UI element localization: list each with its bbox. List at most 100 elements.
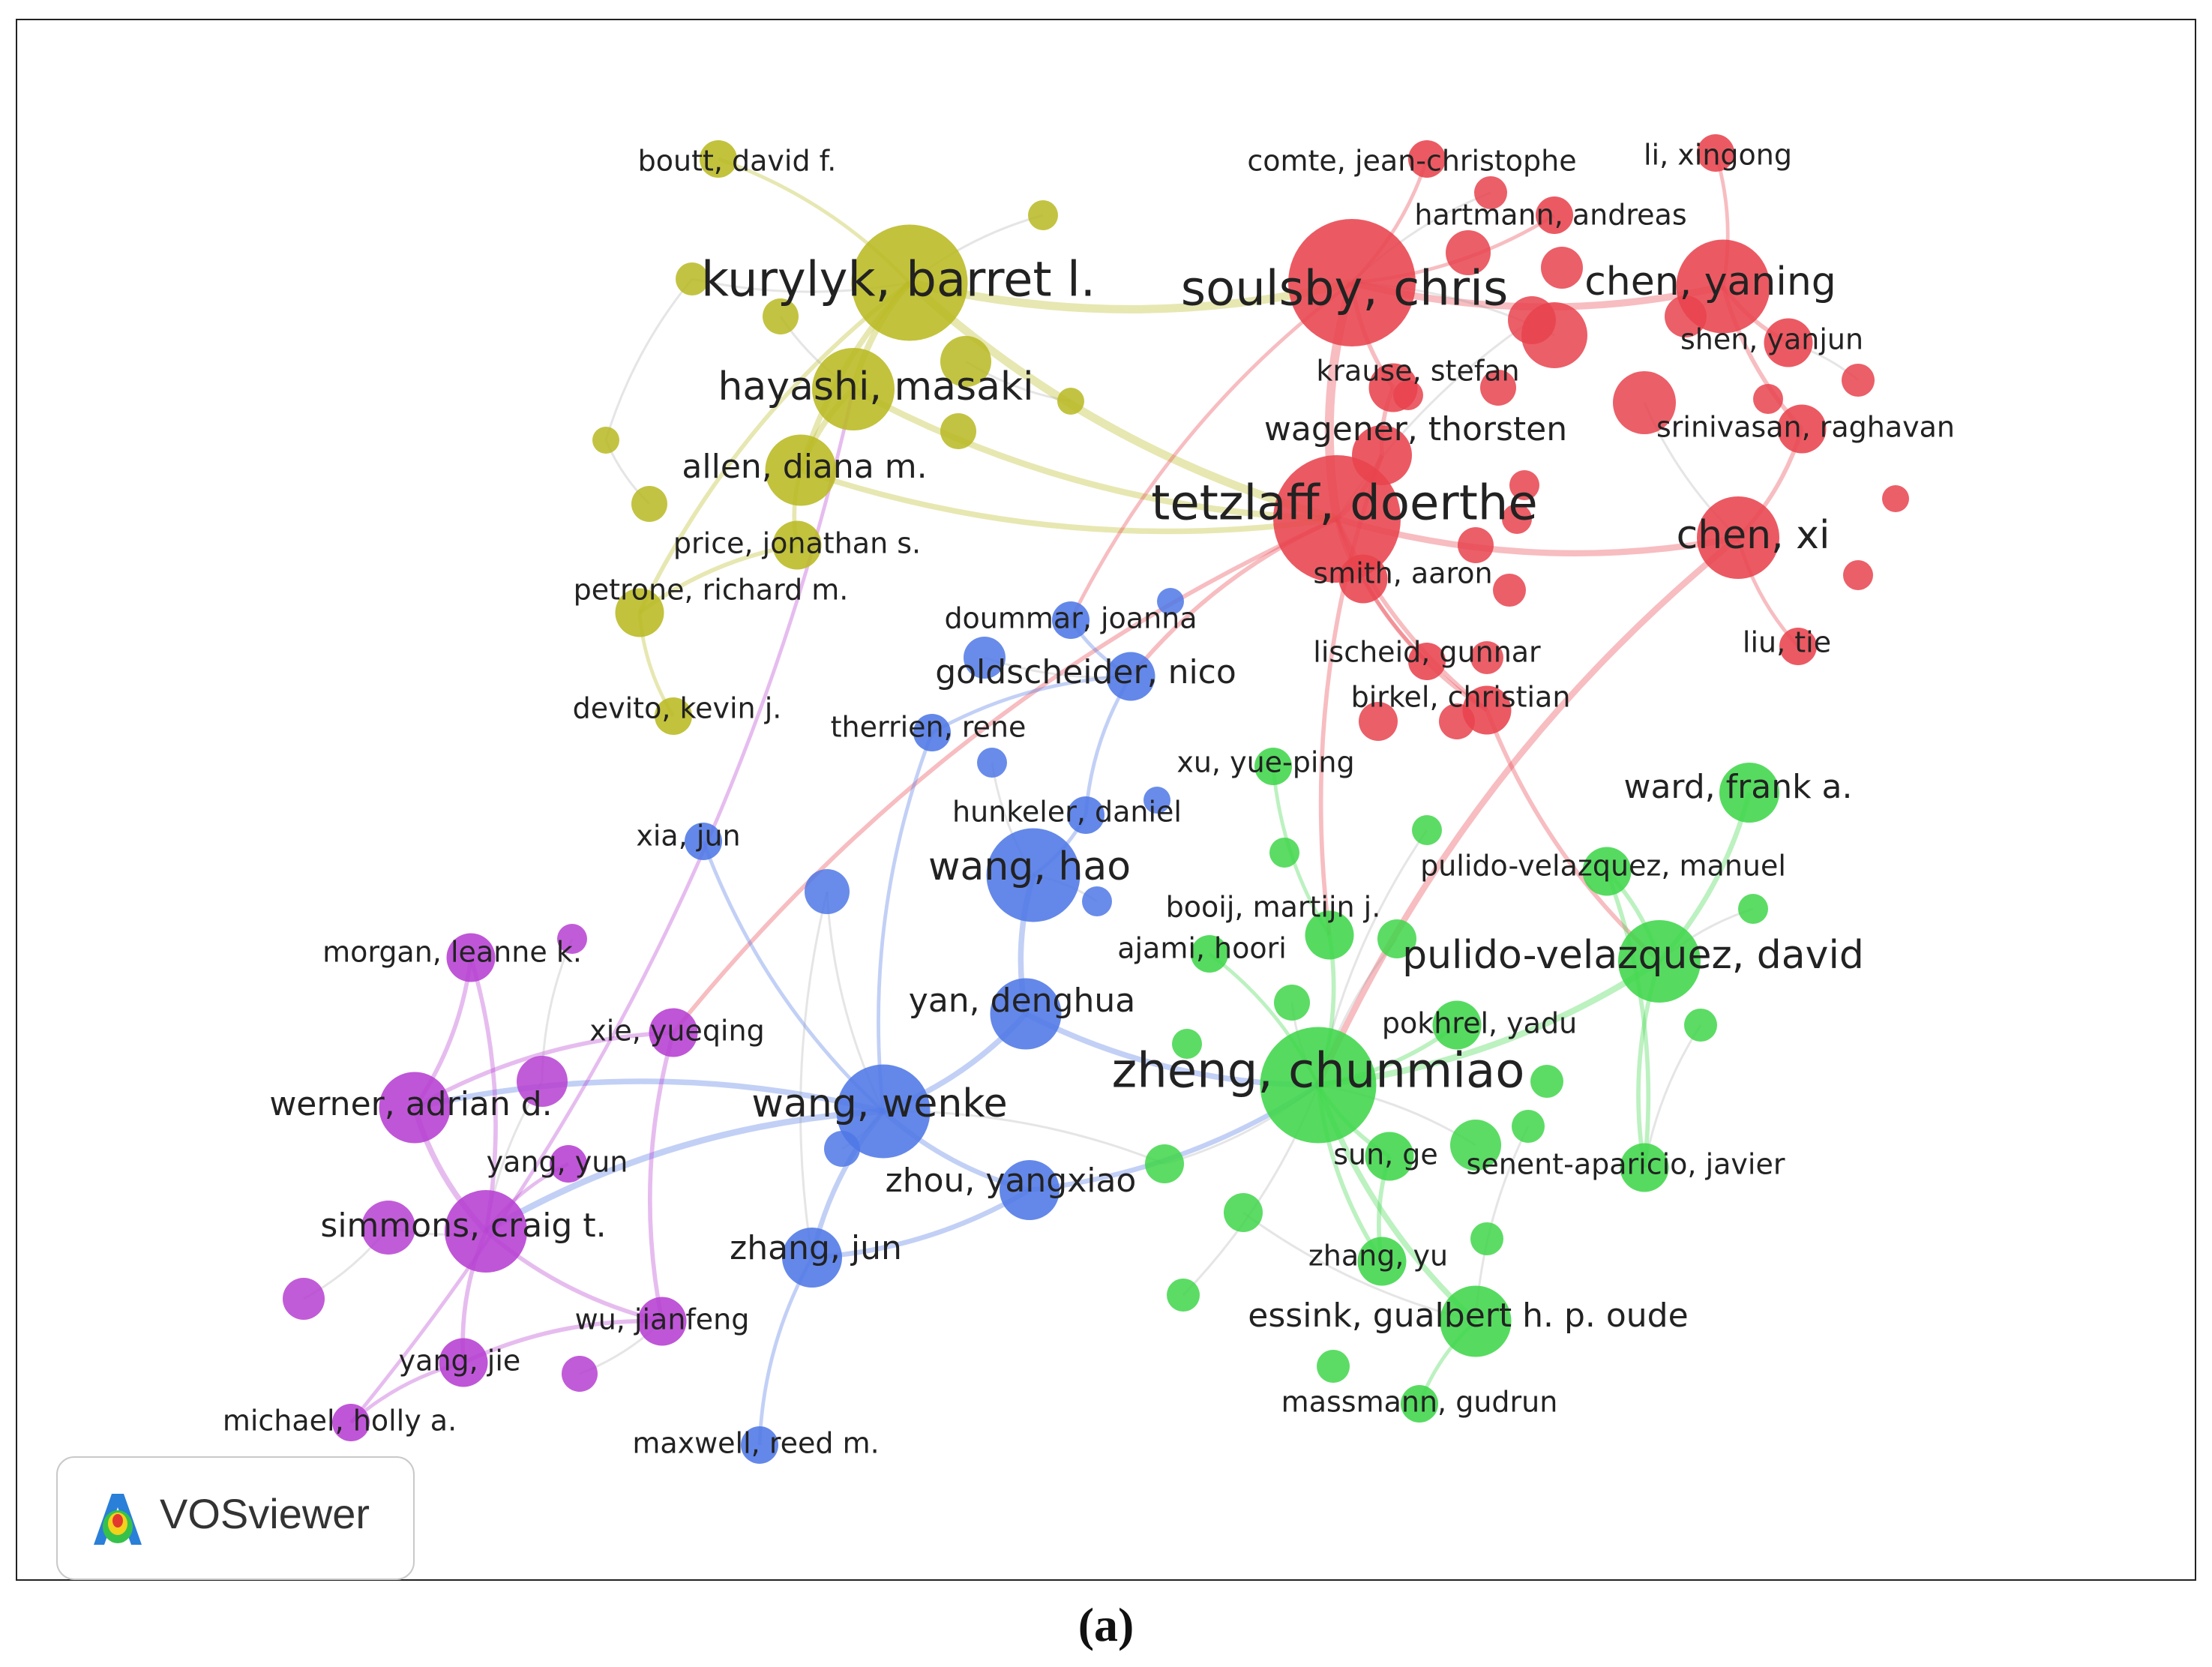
node-boutt[interactable] [700,140,737,178]
node-label-senent[interactable]: senent-aparicio, javier [1467,1148,1785,1181]
node-label-wagener[interactable]: wagener, thorsten [1264,410,1567,448]
node-label-yan[interactable]: yan, denghua [909,982,1135,1020]
unlabeled-node[interactable] [676,262,709,295]
node-pulido_david[interactable] [1618,920,1701,1003]
node-label-ward[interactable]: ward, frank a. [1623,768,1852,806]
node-booij[interactable] [1305,910,1354,960]
node-massmann[interactable] [1401,1385,1438,1423]
unlabeled-node[interactable] [1274,985,1310,1021]
unlabeled-node[interactable] [1028,200,1058,230]
unlabeled-node[interactable] [1317,1350,1350,1383]
node-sun[interactable] [1365,1132,1414,1181]
node-hunkeler[interactable] [1067,796,1105,834]
node-wang_wenke[interactable] [836,1064,931,1159]
node-yang_yun[interactable] [550,1145,587,1183]
node-label-chen_yaning[interactable]: chen, yaning [1584,259,1836,304]
node-label-smith[interactable]: smith, aaron [1313,557,1492,590]
unlabeled-node[interactable] [1057,388,1084,415]
node-label-wu[interactable]: wu, jianfeng [575,1303,750,1336]
node-goldscheider[interactable] [1106,652,1155,701]
node-birkel[interactable] [1462,685,1512,735]
node-srinivasan[interactable] [1777,404,1827,454]
unlabeled-node[interactable] [1474,176,1507,209]
node-label-doummar[interactable]: doummar, joanna [944,602,1197,635]
node-label-srinivasan[interactable]: srinivasan, raghavan [1656,411,1955,444]
node-label-hunkeler[interactable]: hunkeler, daniel [952,796,1182,829]
unlabeled-node[interactable] [1509,470,1539,500]
node-label-essink[interactable]: essink, gualbert h. p. oude [1248,1297,1688,1335]
unlabeled-node[interactable] [1224,1193,1263,1232]
node-hayashi[interactable] [812,348,895,430]
unlabeled-node[interactable] [1172,1029,1202,1059]
node-label-pulido_manuel[interactable]: pulido-velazquez, manuel [1420,850,1786,883]
unlabeled-node[interactable] [1493,574,1526,607]
unlabeled-node[interactable] [557,924,587,954]
unlabeled-node[interactable] [940,413,976,449]
node-pokhrel[interactable] [1432,1000,1482,1050]
unlabeled-node[interactable] [1613,371,1676,434]
node-label-xie[interactable]: xie, yueqing [589,1015,764,1048]
node-zhou[interactable] [1000,1160,1060,1220]
unlabeled-node[interactable] [1502,504,1532,534]
unlabeled-node[interactable] [1082,886,1112,916]
node-label-allen[interactable]: allen, diana m. [682,448,927,486]
node-tetzlaff[interactable] [1273,455,1401,583]
node-kurylyk[interactable] [851,224,968,341]
unlabeled-node[interactable] [1753,384,1783,414]
node-label-lischeid[interactable]: lischeid, gunnar [1313,636,1541,669]
node-label-ajami[interactable]: ajami, hoori [1117,932,1287,965]
node-shen[interactable] [1764,318,1813,367]
unlabeled-node[interactable] [977,748,1007,778]
node-soulsby[interactable] [1288,219,1416,346]
unlabeled-node[interactable] [1269,838,1299,868]
node-price[interactable] [772,520,822,570]
unlabeled-node[interactable] [1530,1065,1563,1098]
node-label-petrone[interactable]: petrone, richard m. [574,574,849,607]
node-comte[interactable] [1408,140,1446,178]
node-label-zhang_jun[interactable]: zhang, jun [730,1229,902,1267]
node-label-xu[interactable]: xu, yue-ping [1176,746,1354,779]
node-label-booij[interactable]: booij, martijn j. [1166,891,1381,924]
node-label-pulido_david[interactable]: pulido-velazquez, david [1402,933,1864,978]
unlabeled-node[interactable] [1412,815,1442,845]
node-label-simmons[interactable]: simmons, craig t. [320,1207,606,1245]
node-xia[interactable] [685,823,722,860]
unlabeled-node[interactable] [1470,641,1503,674]
node-label-price[interactable]: price, jonathan s. [673,527,921,560]
node-label-sun[interactable]: sun, ge [1333,1138,1438,1171]
unlabeled-node[interactable] [1738,894,1768,924]
node-zhang_yu[interactable] [1357,1237,1407,1286]
unlabeled-node[interactable] [1480,370,1516,406]
node-label-devito[interactable]: devito, kevin j. [573,692,782,725]
unlabeled-node[interactable] [631,486,667,522]
unlabeled-node[interactable] [517,1056,568,1107]
node-label-tetzlaff[interactable]: tetzlaff, doerthe [1151,476,1537,532]
node-label-soulsby[interactable]: soulsby, chris [1181,262,1509,317]
node-label-chen_xi[interactable]: chen, xi [1677,513,1830,558]
node-label-hayashi[interactable]: hayashi, masaki [718,364,1033,409]
node-zheng[interactable] [1260,1027,1377,1144]
node-label-li_xingong[interactable]: li, xingong [1644,139,1792,172]
node-michael[interactable] [332,1404,370,1441]
unlabeled-node[interactable] [1446,230,1491,275]
node-werner[interactable] [379,1072,451,1144]
node-label-werner[interactable]: werner, adrian d. [269,1085,552,1123]
node-label-birkel[interactable]: birkel, christian [1351,681,1571,714]
unlabeled-node[interactable] [1157,588,1184,615]
node-label-liu[interactable]: liu, tie [1743,626,1831,659]
node-petrone[interactable] [615,588,664,637]
unlabeled-node[interactable] [562,1356,598,1392]
unlabeled-node[interactable] [1842,364,1875,397]
node-essink[interactable] [1440,1285,1512,1357]
unlabeled-node[interactable] [940,336,991,387]
node-label-yang_jie[interactable]: yang, jie [399,1345,521,1378]
unlabeled-node[interactable] [1882,485,1909,512]
node-label-xia[interactable]: xia, jun [636,820,740,853]
unlabeled-node[interactable] [964,637,1006,679]
unlabeled-node[interactable] [1843,560,1873,590]
unlabeled-node[interactable] [1684,1009,1717,1042]
node-label-morgan[interactable]: morgan, leanne k. [322,936,582,969]
node-hartmann[interactable] [1536,196,1573,234]
node-maxwell[interactable] [741,1426,778,1464]
node-senent[interactable] [1620,1143,1669,1192]
